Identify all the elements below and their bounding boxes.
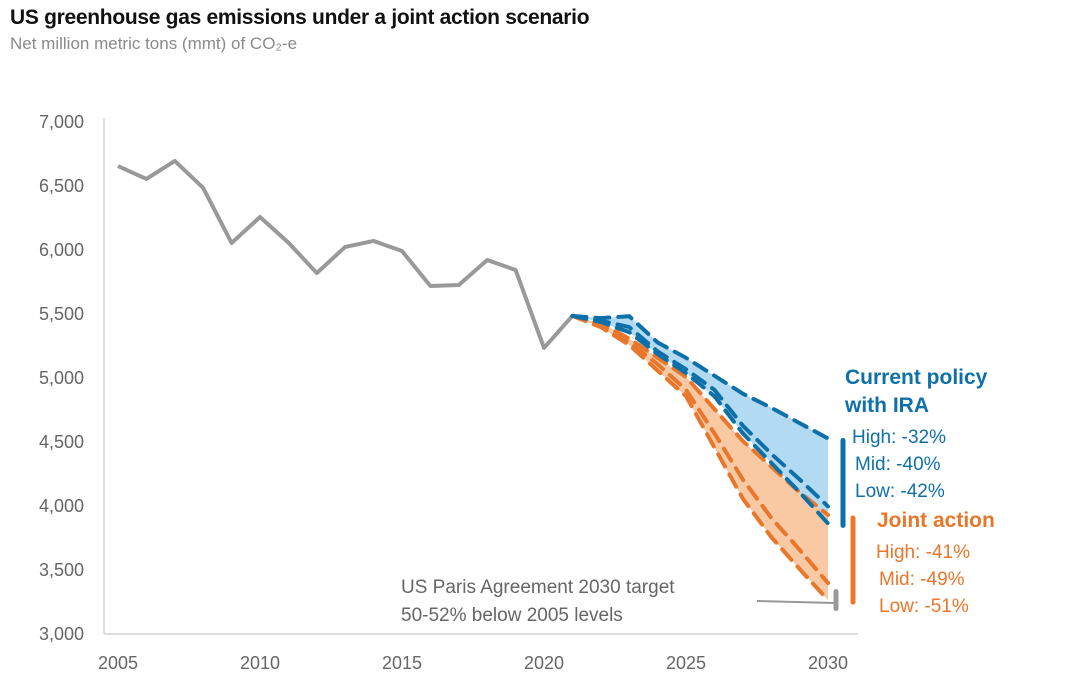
joint-action-low-line	[570, 313, 830, 603]
current-policy-low-line	[570, 313, 830, 526]
current-policy-label-line1: Current policy	[845, 366, 988, 389]
current-policy-high-label: High: -32%	[852, 427, 946, 448]
y-tick-label: 5,500	[39, 304, 84, 324]
x-tick-label: 2020	[524, 653, 564, 673]
y-tick-label: 6,500	[39, 176, 84, 196]
joint-action-high-line	[570, 313, 830, 517]
y-tick-label: 7,000	[39, 112, 84, 132]
paris-target-leader-line	[756, 600, 835, 604]
y-tick-label: 6,000	[39, 240, 84, 260]
x-tick-label: 2015	[382, 653, 422, 673]
x-tick-label: 2005	[98, 653, 138, 673]
target-label-line1: US Paris Agreement 2030 target	[401, 577, 675, 598]
chart-subtitle: Net million metric tons (mmt) of CO₂-e	[10, 34, 298, 53]
target-label-line2: 50-52% below 2005 levels	[401, 605, 623, 626]
y-tick-label: 5,000	[39, 368, 84, 388]
historical-emissions-line	[117, 158, 574, 350]
y-tick-label: 4,000	[39, 496, 84, 516]
current-policy-low-label: Low: -42%	[855, 481, 945, 502]
y-tick-label: 3,500	[39, 560, 84, 580]
y-tick-label: 3,000	[39, 624, 84, 644]
x-tick-label: 2030	[808, 653, 848, 673]
current-policy-range-fill	[572, 315, 828, 524]
joint-action-label: Joint action	[877, 509, 995, 532]
y-tick-label: 4,500	[39, 432, 84, 452]
chart-title: US greenhouse gas emissions under a join…	[10, 6, 590, 29]
joint-action-high-label: High: -41%	[876, 542, 970, 563]
joint-action-mid-label: Mid: -49%	[879, 569, 965, 590]
current-policy-mid-label: Mid: -40%	[855, 454, 941, 475]
current-policy-mid-line	[570, 313, 830, 509]
current-policy-label-line2: with IRA	[844, 394, 929, 417]
x-tick-label: 2010	[240, 653, 280, 673]
x-tick-label: 2025	[666, 653, 706, 673]
joint-action-low-label: Low: -51%	[879, 596, 969, 617]
current-policy-high-line	[570, 313, 830, 441]
